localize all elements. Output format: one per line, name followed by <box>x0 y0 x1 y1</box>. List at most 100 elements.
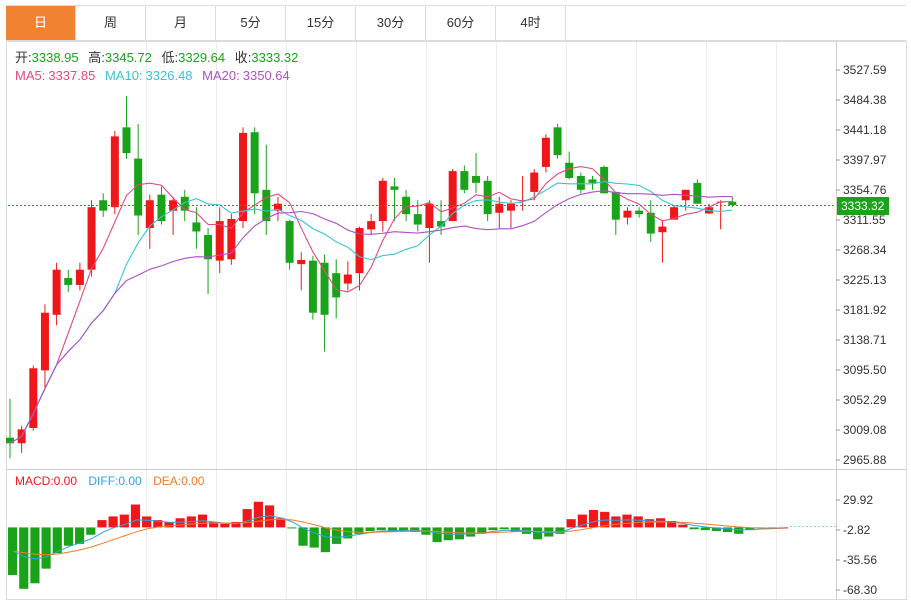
macd-bar <box>711 527 721 532</box>
candle-body <box>460 171 469 190</box>
price-tick-label: 3441.18 <box>843 123 887 137</box>
diff-label: DIFF: <box>88 474 118 488</box>
candle-body <box>215 221 224 261</box>
macd-bar <box>86 527 96 535</box>
candle-body <box>180 196 189 211</box>
macd-bar <box>287 527 297 529</box>
candle-body <box>658 226 667 233</box>
candle-body <box>472 175 480 183</box>
tab-day[interactable]: 日 <box>6 6 76 40</box>
dea-value: 0.00 <box>181 474 205 488</box>
candlestick-series <box>6 96 737 459</box>
macd-bar <box>454 527 465 540</box>
macd-value: 0.00 <box>54 474 78 488</box>
ma5-value: 3337.85 <box>48 68 95 83</box>
candle-body <box>6 437 14 444</box>
candle-body <box>646 212 655 234</box>
candle-body <box>145 200 154 229</box>
macd-bar <box>678 524 688 528</box>
tab-30min[interactable]: 30分 <box>356 6 426 40</box>
candle-body <box>239 132 247 222</box>
macd-bar <box>343 527 353 539</box>
tab-15min[interactable]: 15分 <box>286 6 356 40</box>
macd-bar <box>577 514 587 528</box>
candle-body <box>495 203 504 213</box>
ma5-label: MA5: <box>15 68 45 83</box>
last-price-tag <box>837 197 889 215</box>
candle-body <box>576 175 585 190</box>
macd-bar <box>231 521 241 528</box>
candle-body <box>670 207 679 220</box>
macd-bar <box>298 527 308 546</box>
tab-60min[interactable]: 60分 <box>426 6 496 40</box>
tab-4hour[interactable]: 4时 <box>496 6 566 40</box>
candle-body <box>611 191 620 220</box>
macd-bar <box>331 527 342 544</box>
diff-line <box>13 515 785 560</box>
ma20-label: MA20: <box>202 68 240 83</box>
candle-body <box>483 180 492 215</box>
price-tick-label: 3181.92 <box>843 303 887 317</box>
candle-body <box>693 182 702 204</box>
ma10-value: 3326.48 <box>146 68 193 83</box>
macd-bar <box>220 523 230 528</box>
price-axis: 3527.59 3484.38 3441.18 3397.97 3354.76 3311.… <box>836 63 887 467</box>
ma10-label: MA10: <box>105 68 143 83</box>
macd-series <box>8 501 788 589</box>
candle-body <box>285 221 294 263</box>
candle-body <box>134 158 143 216</box>
macd-bar <box>477 527 487 534</box>
ma20-value: 3350.64 <box>243 68 290 83</box>
open-label: 开: <box>15 50 32 65</box>
macd-bar <box>175 518 185 528</box>
candle-body <box>343 274 352 284</box>
macd-bar <box>622 514 632 528</box>
macd-info: MACD:0.00 DIFF:0.00 DEA:0.00 <box>15 474 205 488</box>
macd-bar <box>119 514 129 528</box>
candle-body <box>40 312 49 371</box>
macd-bar <box>745 527 755 531</box>
price-tick-label: 3354.76 <box>843 183 887 197</box>
macd-bar <box>734 527 744 534</box>
chart-border <box>6 41 907 600</box>
macd-bar <box>320 527 330 553</box>
tab-5min[interactable]: 5分 <box>216 6 286 40</box>
macd-bar <box>264 505 275 528</box>
candle-body <box>541 137 550 167</box>
ma10-line <box>9 181 733 444</box>
macd-bar <box>108 516 118 528</box>
macd-bar <box>633 516 643 528</box>
period-tabs: 日 周 月 5分 15分 30分 60分 4时 <box>6 5 906 41</box>
tab-week[interactable]: 周 <box>76 6 146 40</box>
candle-body <box>29 368 38 428</box>
macd-bar <box>41 527 51 569</box>
macd-bar <box>376 527 386 531</box>
tab-month[interactable]: 月 <box>146 6 216 40</box>
macd-bar <box>499 527 509 530</box>
candle-body <box>437 221 446 227</box>
macd-bar <box>242 509 252 528</box>
close-label: 收: <box>235 50 252 65</box>
macd-tick-label: 29.92 <box>843 493 873 507</box>
ma5-line <box>9 166 733 444</box>
candle-body <box>75 269 84 285</box>
open-value: 3338.95 <box>32 50 79 65</box>
macd-bar <box>689 527 699 530</box>
ma20-line <box>9 190 733 444</box>
candle-body <box>250 132 259 194</box>
high-value: 3345.72 <box>105 50 152 65</box>
candle-body <box>273 203 282 211</box>
candle-body <box>402 196 411 215</box>
price-tick-label: 3397.97 <box>843 153 887 167</box>
macd-bar <box>30 527 40 584</box>
macd-bar <box>387 527 397 532</box>
price-tick-label: 3311.55 <box>843 213 886 227</box>
price-tick-label: 3009.08 <box>843 423 887 437</box>
macd-bar <box>722 527 733 532</box>
macd-bar <box>130 504 141 528</box>
moving-average-lines <box>9 166 733 444</box>
candle-body <box>728 201 737 206</box>
candle-body <box>320 262 329 315</box>
ma-info: MA5: 3337.85 MA10: 3326.48 MA20: 3350.64 <box>15 68 290 83</box>
